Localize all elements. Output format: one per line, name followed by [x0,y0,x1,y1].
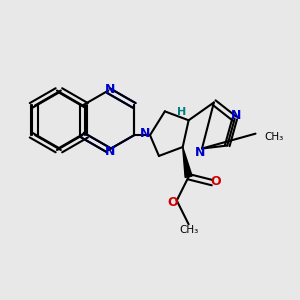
Text: N: N [105,145,115,158]
Text: N: N [140,127,151,140]
Text: CH₃: CH₃ [179,225,198,235]
Text: H: H [177,107,186,117]
Text: O: O [211,175,221,188]
Polygon shape [183,147,192,177]
Text: CH₃: CH₃ [264,132,284,142]
Text: N: N [195,146,206,159]
Text: N: N [231,109,242,122]
Text: N: N [105,82,115,96]
Text: O: O [168,196,178,208]
